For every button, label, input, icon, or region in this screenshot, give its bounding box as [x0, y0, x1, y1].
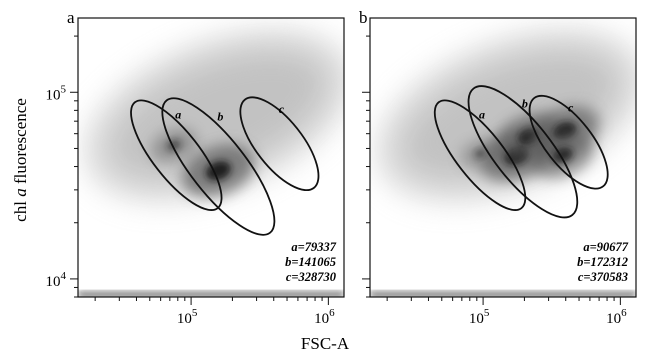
gate-ellipse-c: [528, 94, 609, 190]
event-count-c: c=328730: [286, 270, 337, 284]
panel-label: a: [67, 8, 75, 27]
gate-label-a: a: [175, 107, 181, 121]
y-axis-label: chl a fluorescence: [11, 98, 30, 222]
x-tick-label: 105: [177, 307, 198, 327]
panel-label: b: [359, 8, 368, 27]
baseline-events: [78, 292, 344, 297]
y-axis-label-italic-part: a: [11, 188, 30, 197]
gate-ellipse-b: [467, 85, 579, 219]
gate-label-a: a: [479, 107, 485, 121]
x-tick-label: 106: [606, 307, 627, 327]
baseline-events: [370, 292, 636, 297]
y-tick-label: 105: [46, 83, 67, 103]
x-axis-label: FSC-A: [301, 334, 350, 353]
y-tick-label: 104: [46, 270, 67, 290]
event-count-b: b=172312: [577, 255, 628, 269]
gate-ellipse-b: [161, 97, 276, 236]
gate-ellipse-a: [433, 99, 527, 211]
gate-label-c: c: [279, 102, 285, 116]
event-count-a: a=79337: [291, 240, 336, 254]
plot-frame: [77, 17, 345, 298]
gate-label-b: b: [522, 97, 528, 111]
y-axis-label-part: fluorescence: [11, 98, 30, 188]
x-tick-label: 105: [469, 307, 490, 327]
event-count-c: c=370583: [578, 270, 628, 284]
plot-frame: [369, 17, 637, 298]
x-tick-label: 106: [314, 307, 335, 327]
y-axis-label-part: chl: [11, 197, 30, 222]
gate-label-b: b: [217, 109, 223, 123]
gate-ellipse-c: [239, 96, 320, 192]
gate-label-c: c: [568, 100, 574, 114]
event-count-b: b=141065: [285, 255, 336, 269]
density-cloud: [370, 28, 636, 297]
event-count-a: a=90677: [583, 240, 628, 254]
